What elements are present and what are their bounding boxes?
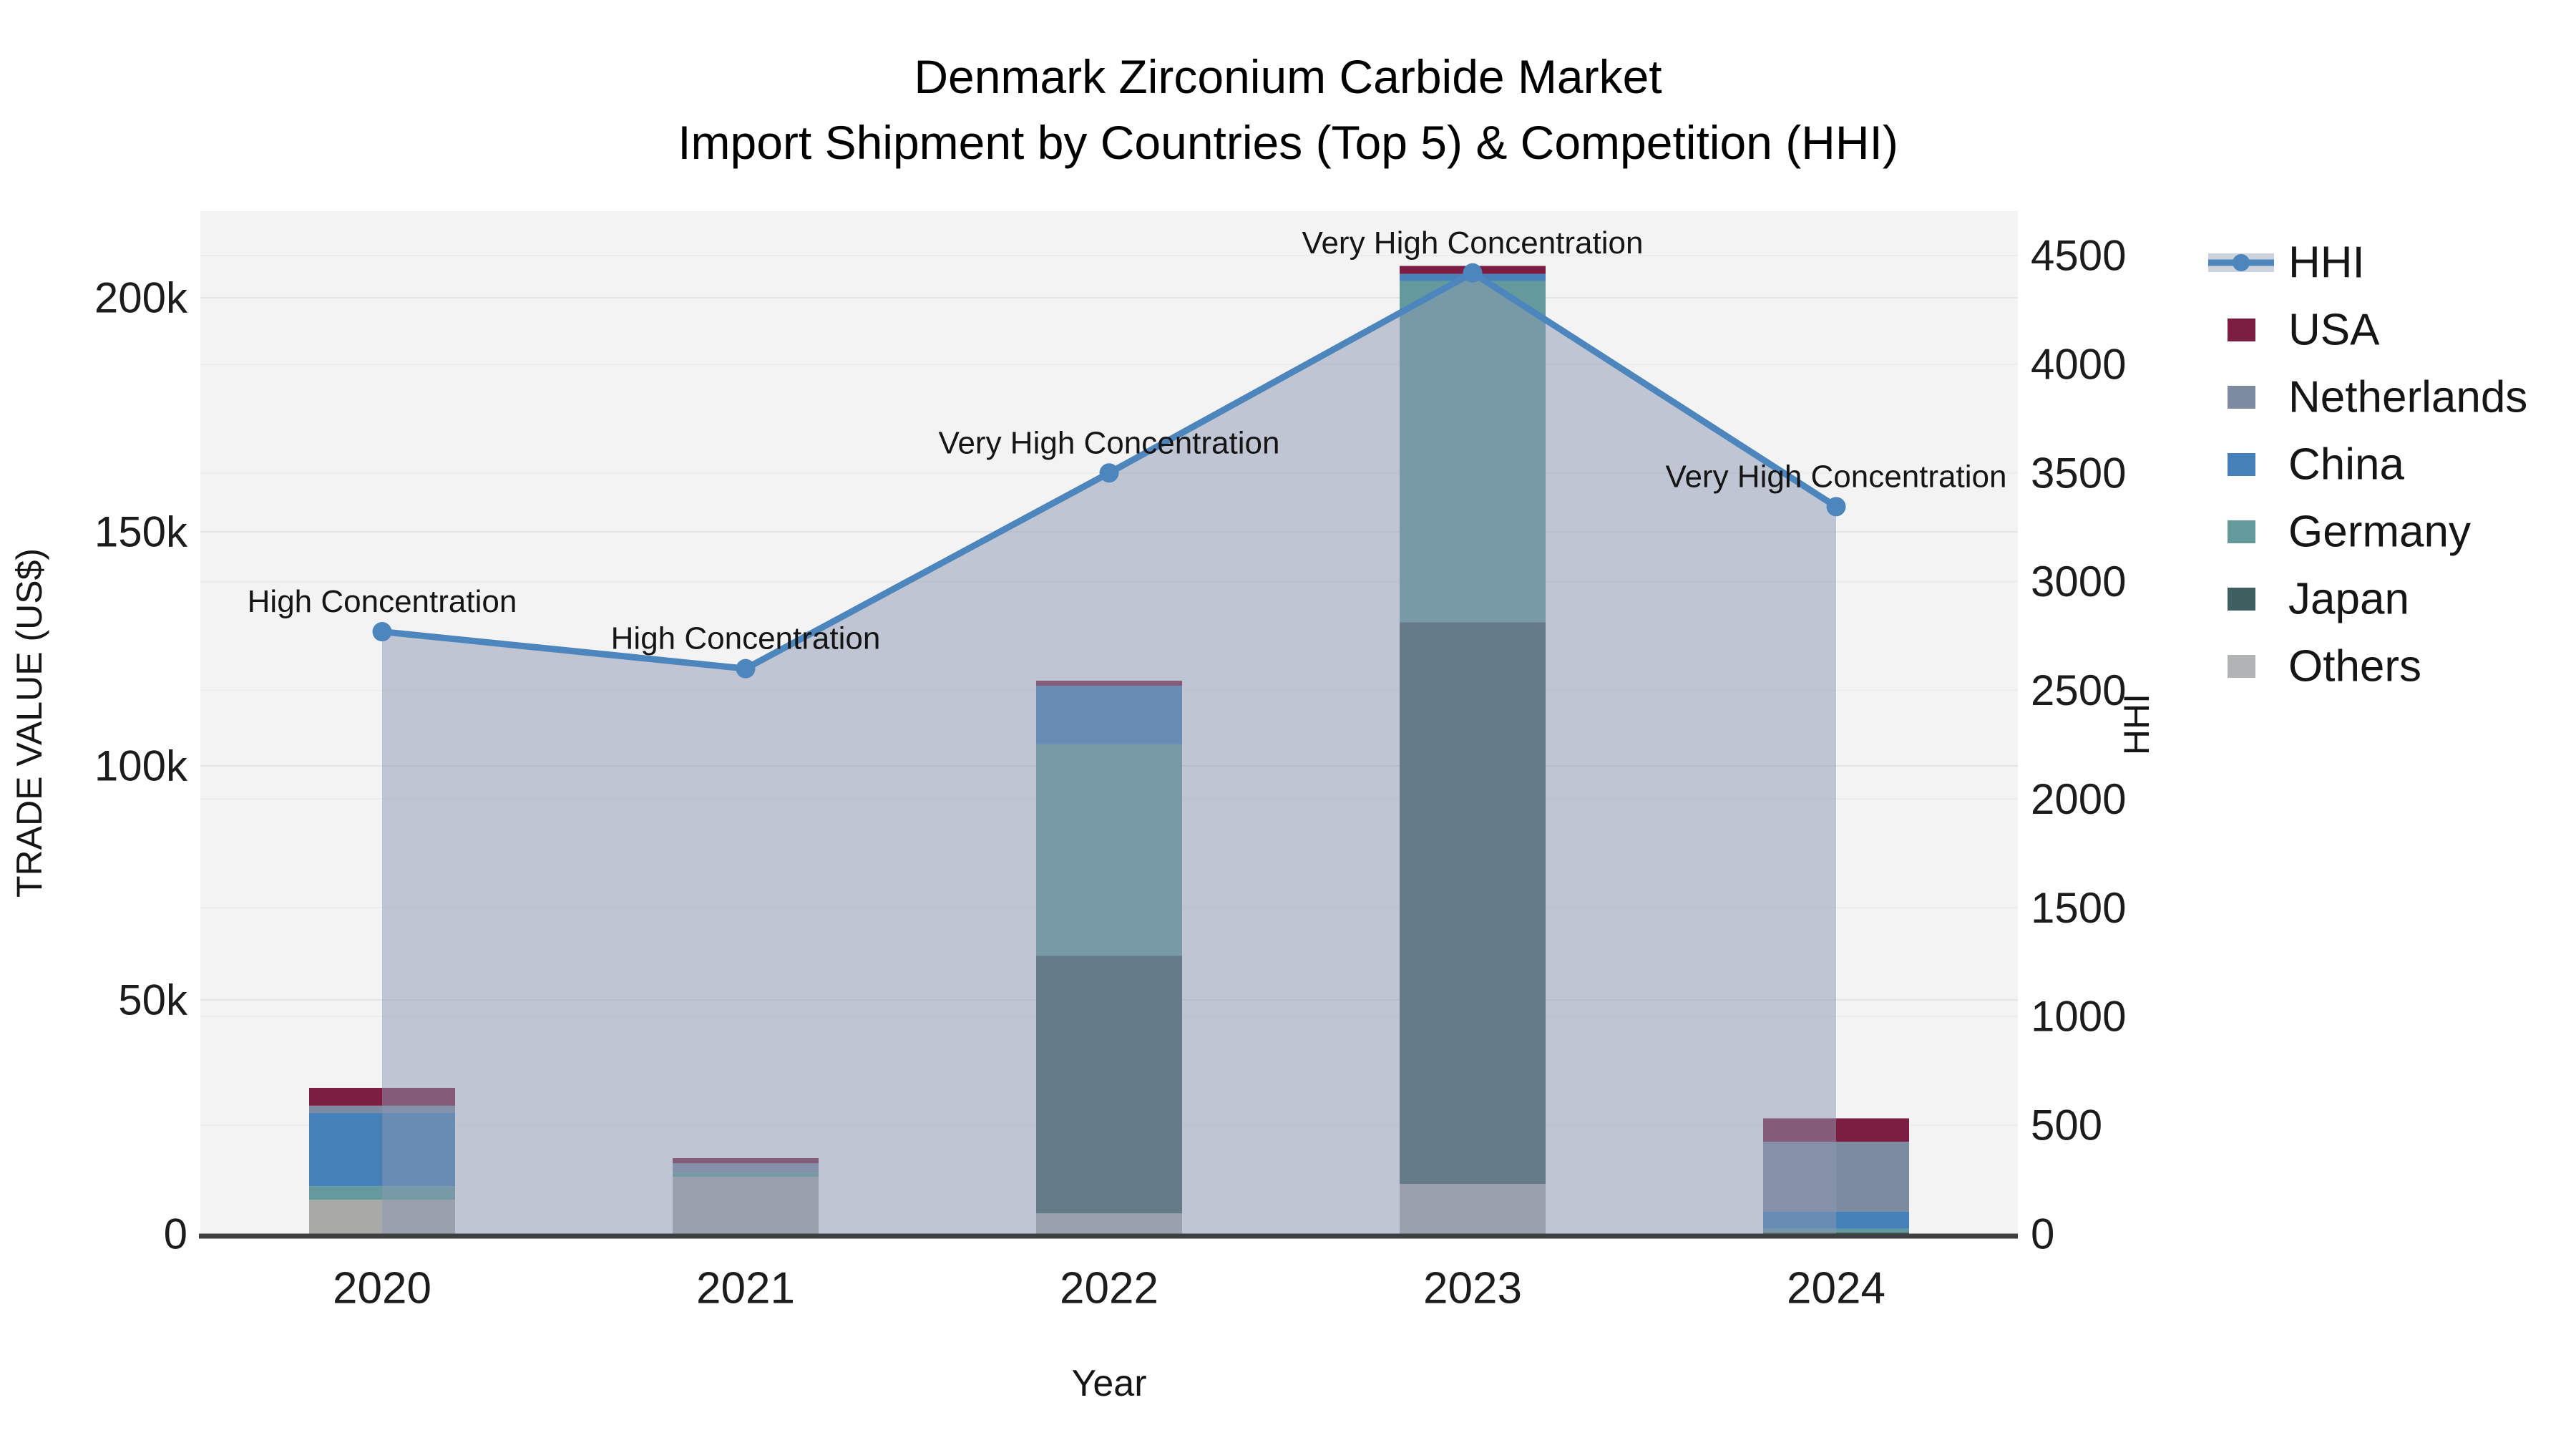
y-right-tick-500: 500 <box>2031 1102 2102 1150</box>
legend-label-usa: USA <box>2288 306 2380 355</box>
y-left-tick-200k: 200k <box>94 273 188 321</box>
y-right-tick-2500: 2500 <box>2031 666 2126 714</box>
legend-swatch-germany <box>2228 520 2255 543</box>
legend-label-china: China <box>2288 440 2405 490</box>
annotations-layer: High Concentration High Concentration Very… <box>248 225 2007 656</box>
legend-label-japan: Japan <box>2288 575 2409 624</box>
y-right-tick-4500: 4500 <box>2031 231 2126 279</box>
annotation-2023: Very High Concentration <box>1302 225 1644 261</box>
legend-item-others[interactable]: Others <box>2228 642 2421 691</box>
hhi-marker-2021 <box>736 659 756 679</box>
legend-label-hhi: HHI <box>2288 238 2365 288</box>
x-axis-title: Year <box>1071 1363 1146 1404</box>
y-axis-right-title: HHI <box>2117 694 2157 755</box>
legend-label-others: Others <box>2288 642 2421 691</box>
y-axis-right-ticks: 0 500 1000 1500 2000 2500 3000 3500 4000 4500 <box>2031 231 2126 1258</box>
y-right-tick-3000: 3000 <box>2031 558 2126 606</box>
legend-label-netherlands: Netherlands <box>2288 373 2527 422</box>
legend-swatch-others <box>2228 655 2255 678</box>
annotation-2020: High Concentration <box>248 584 517 619</box>
legend: HHI USA Netherlands China Germany Japan Others <box>2208 238 2527 691</box>
hhi-marker-2022 <box>1099 463 1119 483</box>
legend-swatch-china <box>2228 453 2255 476</box>
y-right-tick-0: 0 <box>2031 1210 2054 1258</box>
x-axis-ticks: 2020 2021 2022 2023 2024 <box>333 1264 1885 1313</box>
y-left-tick-0: 0 <box>164 1210 187 1258</box>
y-right-tick-1500: 1500 <box>2031 884 2126 932</box>
y-left-tick-100k: 100k <box>94 742 188 789</box>
legend-label-germany: Germany <box>2288 507 2471 557</box>
hhi-area-fill-layer <box>382 273 1836 1234</box>
annotation-2022: Very High Concentration <box>939 425 1280 460</box>
y-left-tick-50k: 50k <box>118 976 188 1024</box>
legend-item-germany[interactable]: Germany <box>2228 507 2471 557</box>
legend-swatch-japan <box>2228 588 2255 611</box>
legend-item-china[interactable]: China <box>2228 440 2405 490</box>
hhi-marker-2024 <box>1826 497 1846 517</box>
hhi-marker-2020 <box>372 622 392 642</box>
y-axis-left-ticks: 0 50k 100k 150k 200k <box>94 273 188 1258</box>
legend-item-hhi[interactable]: HHI <box>2208 238 2365 288</box>
hhi-marker-2023 <box>1463 263 1483 283</box>
legend-swatch-usa <box>2228 319 2255 341</box>
legend-item-japan[interactable]: Japan <box>2228 575 2409 624</box>
hhi-area-fill <box>382 273 1836 1234</box>
x-tick-2023: 2023 <box>1423 1264 1522 1313</box>
x-tick-2021: 2021 <box>696 1264 795 1313</box>
legend-item-usa[interactable]: USA <box>2228 306 2380 355</box>
y-right-tick-2000: 2000 <box>2031 775 2126 823</box>
chart-title-line2: Import Shipment by Countries (Top 5) & C… <box>678 116 1898 169</box>
hhi-line-layer <box>372 263 1846 679</box>
legend-hhi-marker-swatch <box>2233 254 2250 271</box>
x-tick-2024: 2024 <box>1787 1264 1885 1313</box>
y-right-tick-4000: 4000 <box>2031 340 2126 388</box>
annotation-2024: Very High Concentration <box>1666 459 2007 494</box>
y-right-tick-3500: 3500 <box>2031 449 2126 497</box>
legend-item-netherlands[interactable]: Netherlands <box>2228 373 2527 422</box>
legend-swatch-netherlands <box>2228 386 2255 409</box>
y-left-tick-150k: 150k <box>94 507 188 555</box>
y-right-tick-1000: 1000 <box>2031 993 2126 1041</box>
x-tick-2022: 2022 <box>1060 1264 1158 1313</box>
chart-title-line1: Denmark Zirconium Carbide Market <box>914 50 1662 103</box>
annotation-2021: High Concentration <box>611 621 881 656</box>
x-tick-2020: 2020 <box>333 1264 431 1313</box>
y-axis-left-title: TRADE VALUE (US$) <box>9 548 49 898</box>
